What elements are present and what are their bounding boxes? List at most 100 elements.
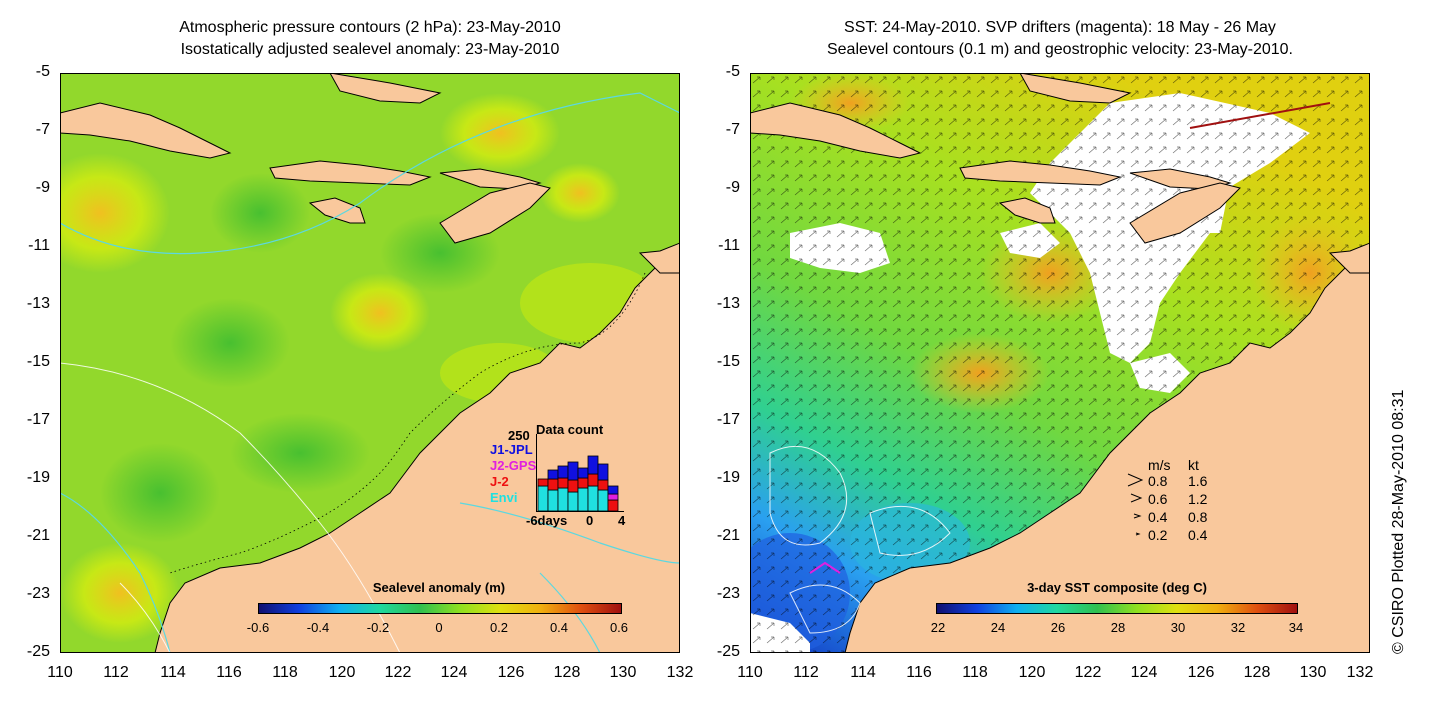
- right-lat-tick: -21: [716, 527, 740, 544]
- left-title-line1: Atmospheric pressure contours (2 hPa): 2…: [179, 19, 561, 36]
- left-pressure-contours: [60, 92, 680, 653]
- right-colorbar: [936, 603, 1298, 614]
- left-lon-tick: 116: [216, 664, 242, 681]
- right-lon-tick: 116: [906, 664, 932, 681]
- right-lon-tick: 120: [1018, 664, 1046, 681]
- right-lon-tick: 122: [1074, 664, 1102, 681]
- left-lon-tick: 120: [328, 664, 356, 681]
- right-lon-tick: 124: [1130, 664, 1158, 681]
- inset-x-left: -6days: [526, 513, 568, 528]
- left-lat-tick: -21: [26, 527, 50, 544]
- left-colorbar-tick: -0.4: [306, 620, 330, 635]
- right-lon-tick: 126: [1187, 664, 1215, 681]
- inset-series-j1: J1-JPL: [490, 442, 533, 457]
- right-colorbar-tick: 30: [1170, 620, 1186, 635]
- left-lat-tick: -5: [35, 63, 50, 80]
- right-lat-tick: -25: [716, 643, 740, 660]
- left-lat-tick: -13: [26, 295, 50, 312]
- left-shelf-edge: [169, 272, 646, 574]
- left-colorbar-tick: 0.4: [549, 620, 569, 635]
- right-lon-tick: 112: [793, 664, 819, 681]
- left-lat-tick: -23: [26, 585, 50, 602]
- left-colorbar-tick: 0.6: [609, 620, 629, 635]
- left-lon-tick: 112: [103, 664, 129, 681]
- left-lon-tick: 124: [440, 664, 468, 681]
- left-colorbar-tick: -0.6: [246, 620, 270, 635]
- left-lat-tick: -7: [35, 121, 50, 138]
- right-title-line1: SST: 24-May-2010. SVP drifters (magenta)…: [844, 19, 1276, 36]
- right-drifter-tracks: [809, 102, 1331, 574]
- right-lat-tick: -23: [716, 585, 740, 602]
- inset-series-envi: Envi: [490, 490, 518, 505]
- speed-legend-arrows: [1127, 473, 1144, 536]
- right-lon-tick: 130: [1299, 664, 1327, 681]
- right-lat-tick: -7: [725, 121, 740, 138]
- left-colorbar: [258, 603, 622, 614]
- left-lat-tick: -25: [26, 643, 50, 660]
- speed-legend: m/s kt 0.8 1.6 0.6 1.2 0.4 0.8 0.2 0.4: [1126, 456, 1236, 546]
- left-bathymetry: [60, 362, 401, 653]
- right-map: [750, 73, 1370, 653]
- inset-title: Data count: [536, 422, 604, 437]
- left-colorbar-title: Sealevel anomaly (m): [372, 580, 506, 595]
- left-title-line2: Isostatically adjusted sealevel anomaly:…: [180, 41, 560, 58]
- inset-bars: [536, 434, 624, 512]
- right-land: [750, 73, 1370, 653]
- left-lon-tick: 132: [666, 664, 694, 681]
- data-count-inset: 250 Data count J1-JPL J2-GPS J-2 Envi -6…: [488, 420, 638, 530]
- inset-series-j2b: J-2: [490, 474, 509, 489]
- speed-row-ms: 0.8: [1148, 473, 1168, 489]
- left-colorbar-tick: 0: [435, 620, 443, 635]
- credit-text: © CSIRO Plotted 28-May-2010 08:31: [1390, 389, 1407, 654]
- left-lat-tick: -19: [26, 469, 50, 486]
- right-lat-tick: -15: [716, 353, 740, 370]
- right-lat-tick: -9: [725, 179, 740, 196]
- left-lat-tick: -11: [28, 237, 50, 254]
- right-colorbar-tick: 34: [1288, 620, 1304, 635]
- speed-row-ms: 0.6: [1148, 491, 1168, 507]
- right-lon-tick: 128: [1243, 664, 1271, 681]
- speed-row-kt: 0.4: [1188, 527, 1208, 543]
- left-lon-tick: 130: [609, 664, 637, 681]
- left-lon-tick: 126: [497, 664, 525, 681]
- right-lon-tick: 114: [850, 664, 876, 681]
- left-lon-tick: 114: [160, 664, 186, 681]
- right-colorbar-tick: 22: [930, 620, 946, 635]
- inset-top-label: 250: [508, 428, 530, 443]
- right-colorbar-tick: 28: [1110, 620, 1126, 635]
- left-lon-tick: 118: [272, 664, 298, 681]
- inset-series-j2: J2-GPS: [490, 458, 537, 473]
- inset-x-right: 4: [618, 513, 626, 528]
- right-lat-tick: -5: [725, 63, 740, 80]
- right-lat-tick: -11: [718, 237, 740, 254]
- speed-row-kt: 1.6: [1188, 473, 1208, 489]
- left-lon-tick: 128: [553, 664, 581, 681]
- left-map: [60, 73, 680, 653]
- speed-legend-header-ms: m/s: [1148, 457, 1171, 473]
- inset-x-mid: 0: [586, 513, 594, 528]
- left-colorbar-tick: 0.2: [489, 620, 509, 635]
- speed-row-ms: 0.4: [1148, 509, 1168, 525]
- left-lon-tick: 110: [47, 664, 73, 681]
- right-lat-tick: -19: [716, 469, 740, 486]
- left-land: [60, 73, 680, 653]
- right-colorbar-tick: 24: [990, 620, 1006, 635]
- right-colorbar-tick: 32: [1230, 620, 1246, 635]
- right-lon-tick: 110: [737, 664, 763, 681]
- speed-row-ms: 0.2: [1148, 527, 1168, 543]
- right-lat-tick: -13: [716, 295, 740, 312]
- left-lon-tick: 122: [384, 664, 412, 681]
- right-lat-tick: -17: [716, 411, 740, 428]
- right-sealevel-contours: [769, 445, 951, 634]
- left-lat-tick: -17: [26, 411, 50, 428]
- left-lat-tick: -15: [26, 353, 50, 370]
- right-colorbar-title: 3-day SST composite (deg C): [1027, 580, 1207, 595]
- speed-row-kt: 0.8: [1188, 509, 1208, 525]
- left-colorbar-tick: -0.2: [366, 620, 390, 635]
- right-colorbar-tick: 26: [1050, 620, 1066, 635]
- speed-row-kt: 1.2: [1188, 491, 1208, 507]
- left-lat-tick: -9: [35, 179, 50, 196]
- speed-legend-header-kt: kt: [1188, 457, 1199, 473]
- right-lon-tick: 132: [1346, 664, 1374, 681]
- right-title-line2: Sealevel contours (0.1 m) and geostrophi…: [826, 41, 1293, 58]
